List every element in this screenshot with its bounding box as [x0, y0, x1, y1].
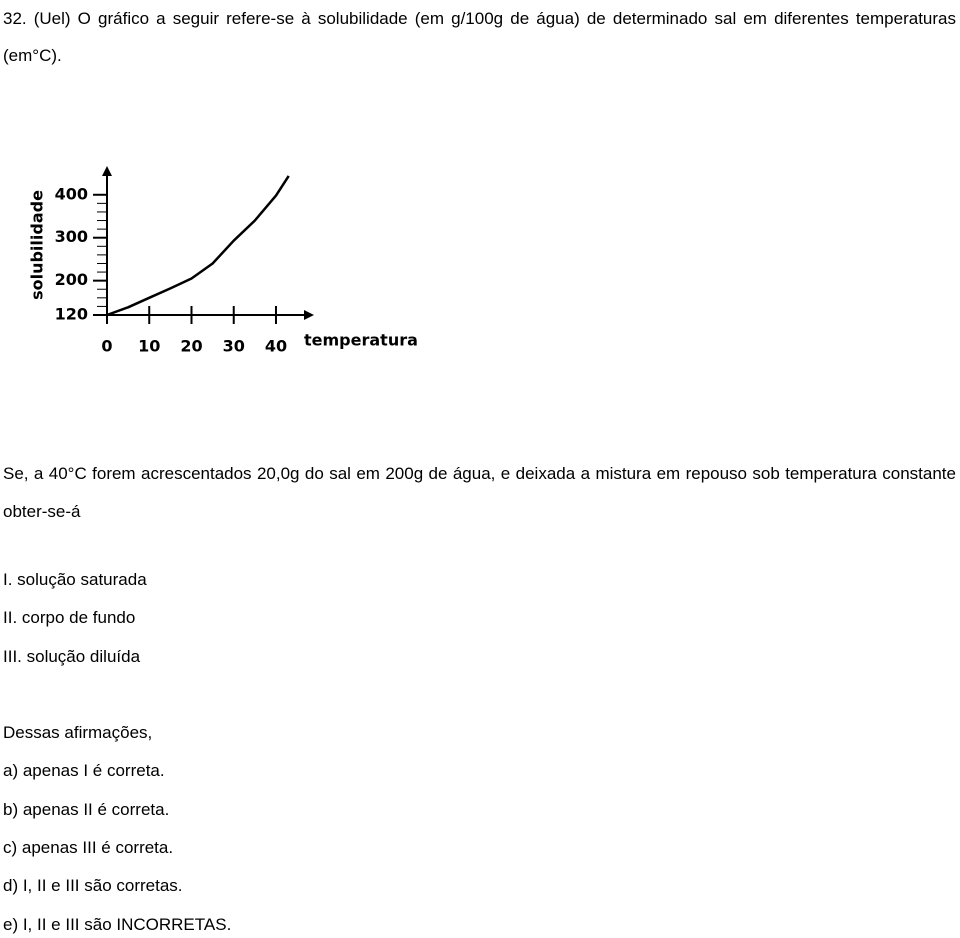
prompt: Dessas afirmações, — [3, 723, 153, 742]
x-tick-label: 0 — [101, 337, 112, 356]
y-axis-title: solubilidade — [28, 190, 47, 300]
x-tick-label: 20 — [180, 337, 202, 356]
option: c) apenas III é correta. — [3, 838, 174, 857]
x-tick-label: 10 — [138, 337, 160, 356]
y-tick-label: 400 — [55, 184, 88, 203]
x-axis-arrow — [304, 310, 314, 320]
item: II. corpo de fundo — [3, 608, 136, 627]
item: I. solução saturada — [3, 570, 147, 589]
x-tick-label: 30 — [223, 337, 245, 356]
chart: solubilidade temperatura 120 200 300 400 0 10… — [28, 166, 418, 356]
option: e) I, II e III são INCORRETAS. — [3, 915, 232, 934]
question-intro: 32. (Uel) O gráfico a seguir refere-se à… — [3, 9, 956, 65]
x-axis-title: temperatura — [304, 331, 418, 350]
y-tick-label: 120 — [55, 305, 88, 324]
x-tick-label: 40 — [265, 337, 287, 356]
item: III. solução diluída — [3, 647, 141, 666]
question-statement: Se, a 40°C forem acrescentados 20,0g do … — [3, 464, 956, 521]
option: d) I, II e III são corretas. — [3, 876, 183, 895]
option: b) apenas II é correta. — [3, 800, 170, 819]
y-tick-label: 300 — [55, 227, 88, 246]
curve — [106, 175, 290, 317]
y-axis-arrow — [102, 166, 112, 176]
y-tick-label: 200 — [55, 270, 88, 289]
option: a) apenas I é correta. — [3, 761, 165, 780]
